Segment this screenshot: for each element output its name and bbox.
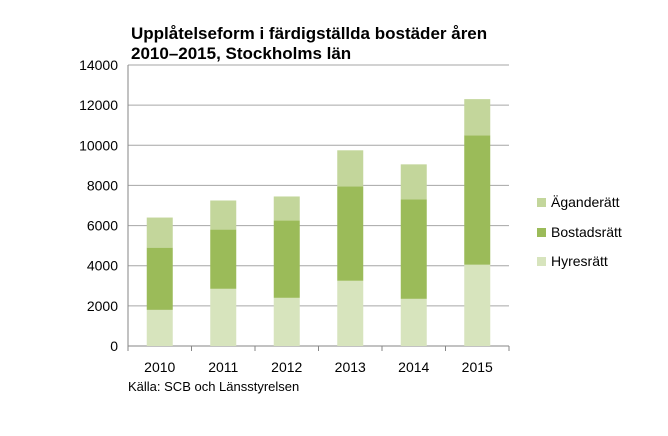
legend-swatch [537, 198, 546, 207]
bar-bostadsrtt-2013 [337, 186, 364, 281]
x-tick-label: 2010 [144, 359, 175, 375]
legend-label: Hyresrätt [551, 253, 608, 269]
y-tick-label: 0 [110, 338, 118, 354]
x-tick-label: 2011 [208, 359, 238, 375]
bar-hyresrtt-2013 [337, 280, 364, 346]
y-tick-label: 14000 [79, 57, 118, 73]
bar-bostadsrtt-2015 [464, 135, 491, 265]
y-tick-label: 12000 [79, 97, 118, 113]
chart-title: Upplåtelseform i färdigställda bostäder … [131, 24, 551, 64]
y-tick-label: 8000 [87, 177, 118, 193]
x-tick-label: 2015 [462, 359, 493, 375]
bar-gandertt-2013 [337, 150, 364, 187]
bar-bostadsrtt-2011 [210, 229, 237, 289]
bar-gandertt-2012 [273, 196, 300, 221]
y-tick-label: 6000 [87, 218, 118, 234]
chart-title-line1: Upplåtelseform i färdigställda bostäder … [131, 24, 488, 43]
y-tick-label: 4000 [87, 258, 118, 274]
bar-bostadsrtt-2014 [400, 199, 427, 299]
bar-hyresrtt-2010 [146, 309, 173, 346]
chart-source: Källa: SCB och Länsstyrelsen [128, 379, 300, 394]
bar-gandertt-2015 [464, 99, 491, 136]
bar-gandertt-2014 [400, 164, 427, 200]
bar-gandertt-2010 [146, 217, 173, 248]
y-tick-label: 2000 [87, 298, 118, 314]
bar-bostadsrtt-2012 [273, 220, 300, 298]
legend-swatch [537, 228, 546, 237]
bar-hyresrtt-2014 [400, 298, 427, 346]
legend-swatch [537, 257, 546, 266]
bar-hyresrtt-2015 [464, 264, 491, 346]
x-tick-label: 2013 [335, 359, 366, 375]
bar-gandertt-2011 [210, 200, 237, 230]
bar-hyresrtt-2011 [210, 288, 237, 346]
legend-label: Bostadsrätt [551, 224, 622, 240]
x-tick-label: 2012 [271, 359, 302, 375]
x-tick-label: 2014 [398, 359, 429, 375]
bar-hyresrtt-2012 [273, 297, 300, 346]
legend-label: Äganderätt [551, 194, 620, 210]
bar-bostadsrtt-2010 [146, 247, 173, 310]
chart-title-line2: 2010–2015, Stockholms län [131, 44, 352, 63]
y-tick-label: 10000 [79, 137, 118, 153]
